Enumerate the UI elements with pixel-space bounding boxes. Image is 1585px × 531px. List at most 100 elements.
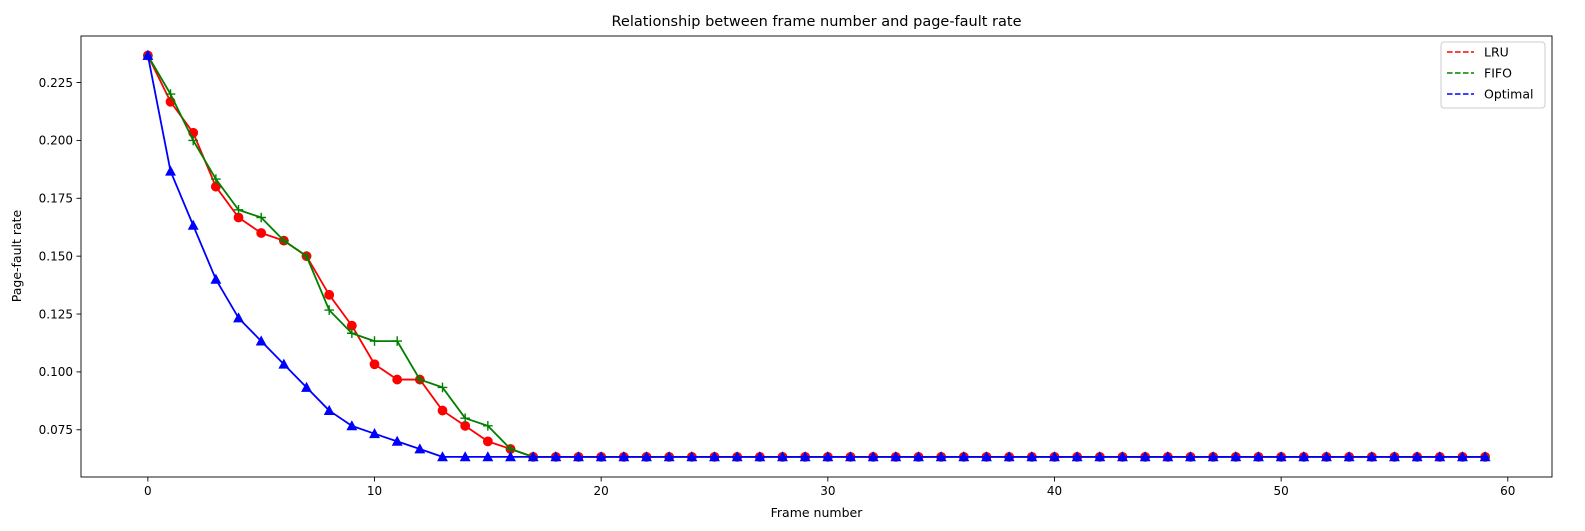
data-point-optimal [686,451,698,462]
data-point-fifo [483,421,493,431]
data-point-lru [482,436,493,447]
y-tick-label: 0.075 [39,423,73,437]
data-point-fifo [392,336,402,346]
legend: LRU FIFO Optimal [1440,41,1546,109]
data-point-optimal [414,443,426,454]
data-point-optimal [1253,451,1264,462]
data-point-fifo [369,336,380,346]
data-point-optimal [391,435,403,446]
data-point-optimal [505,451,516,462]
data-point-optimal [1275,451,1287,462]
series-optimal [142,49,1491,462]
y-tick-label: 0.175 [39,192,73,206]
data-point-optimal [1162,451,1174,462]
x-tick-label: 60 [1500,484,1515,498]
data-point-fifo [188,135,198,146]
data-point-optimal [1366,451,1378,462]
data-point-optimal [346,420,358,431]
data-point-fifo [233,205,244,215]
data-point-fifo [256,212,266,223]
data-point-optimal [731,451,743,462]
data-point-optimal [1434,451,1446,462]
data-point-optimal [550,451,562,462]
data-point-lru [324,289,335,300]
data-point-optimal [754,451,766,462]
data-point-optimal [1139,451,1151,462]
data-point-optimal [1457,451,1468,462]
data-point-optimal [301,381,312,392]
data-point-optimal [663,451,675,462]
data-point-optimal [1230,451,1242,462]
legend-frame [1440,41,1546,109]
data-point-fifo [301,251,312,261]
x-tick-label: 30 [820,484,835,498]
data-point-optimal [1003,451,1015,462]
data-point-optimal [1026,451,1038,462]
data-point-optimal [890,451,902,462]
plot-area [81,36,1552,477]
data-point-optimal [641,451,652,462]
data-point-fifo [437,382,448,393]
series-line-optimal [146,55,1486,458]
y-tick-label: 0.100 [39,365,73,379]
data-point-lru [437,405,448,416]
data-point-optimal [459,451,471,462]
data-point-optimal [1298,451,1310,462]
chart-title: Relationship between frame number and pa… [611,14,1021,30]
x-tick-label: 10 [367,484,382,498]
axes-layer: 0 10 20 30 40 50 60 0.075 0.100 0.125 0.150 0.175 0.… [39,35,1553,498]
data-point-optimal [799,451,811,462]
data-point-optimal [1071,451,1083,462]
data-point-optimal [1411,451,1423,462]
data-point-optimal [323,404,335,415]
data-point-optimal [1321,451,1332,462]
data-point-optimal [618,451,630,462]
data-point-lru [369,359,380,370]
x-axis-label: Frame number [771,505,864,520]
data-point-optimal [1117,451,1128,462]
data-point-optimal [1389,451,1400,462]
x-tick-label: 50 [1274,484,1289,498]
data-point-optimal [981,451,992,462]
data-point-optimal [255,335,267,346]
data-point-optimal [278,358,290,369]
data-point-fifo [324,305,334,315]
data-point-fifo [279,235,289,246]
data-point-fifo [347,328,357,339]
data-point-lru [392,374,403,385]
data-point-optimal [210,273,222,284]
data-point-optimal [1343,451,1355,462]
y-tick-label: 0.125 [39,307,73,321]
data-point-optimal [187,219,199,230]
data-point-optimal [1207,451,1219,462]
x-tick-label: 20 [594,484,609,498]
data-point-optimal [527,451,539,462]
data-point-optimal [935,451,947,462]
data-point-optimal [958,451,970,462]
y-tick-label: 0.200 [39,134,73,148]
data-point-optimal [369,428,380,439]
data-point-fifo [165,89,176,99]
data-point-optimal [437,451,448,462]
data-point-optimal [595,451,607,462]
data-point-optimal [1049,451,1060,462]
data-point-optimal [913,451,924,462]
data-point-optimal [709,451,720,462]
data-point-optimal [1185,451,1196,462]
legend-label-fifo: FIFO [1484,65,1512,80]
data-point-optimal [165,165,176,176]
legend-label-optimal: Optimal [1484,86,1533,101]
y-axis-label: Page-fault rate [9,209,24,302]
data-point-optimal [573,451,584,462]
x-tick-label: 40 [1047,484,1062,498]
series-layer [142,49,1491,462]
data-point-optimal [1094,451,1106,462]
data-point-optimal [142,49,154,60]
data-point-optimal [822,451,834,462]
data-point-optimal [1479,451,1491,462]
legend-label-lru: LRU [1484,44,1509,59]
data-point-optimal [233,312,244,323]
y-tick-label: 0.150 [39,249,73,263]
y-tick-label: 0.225 [39,76,73,90]
